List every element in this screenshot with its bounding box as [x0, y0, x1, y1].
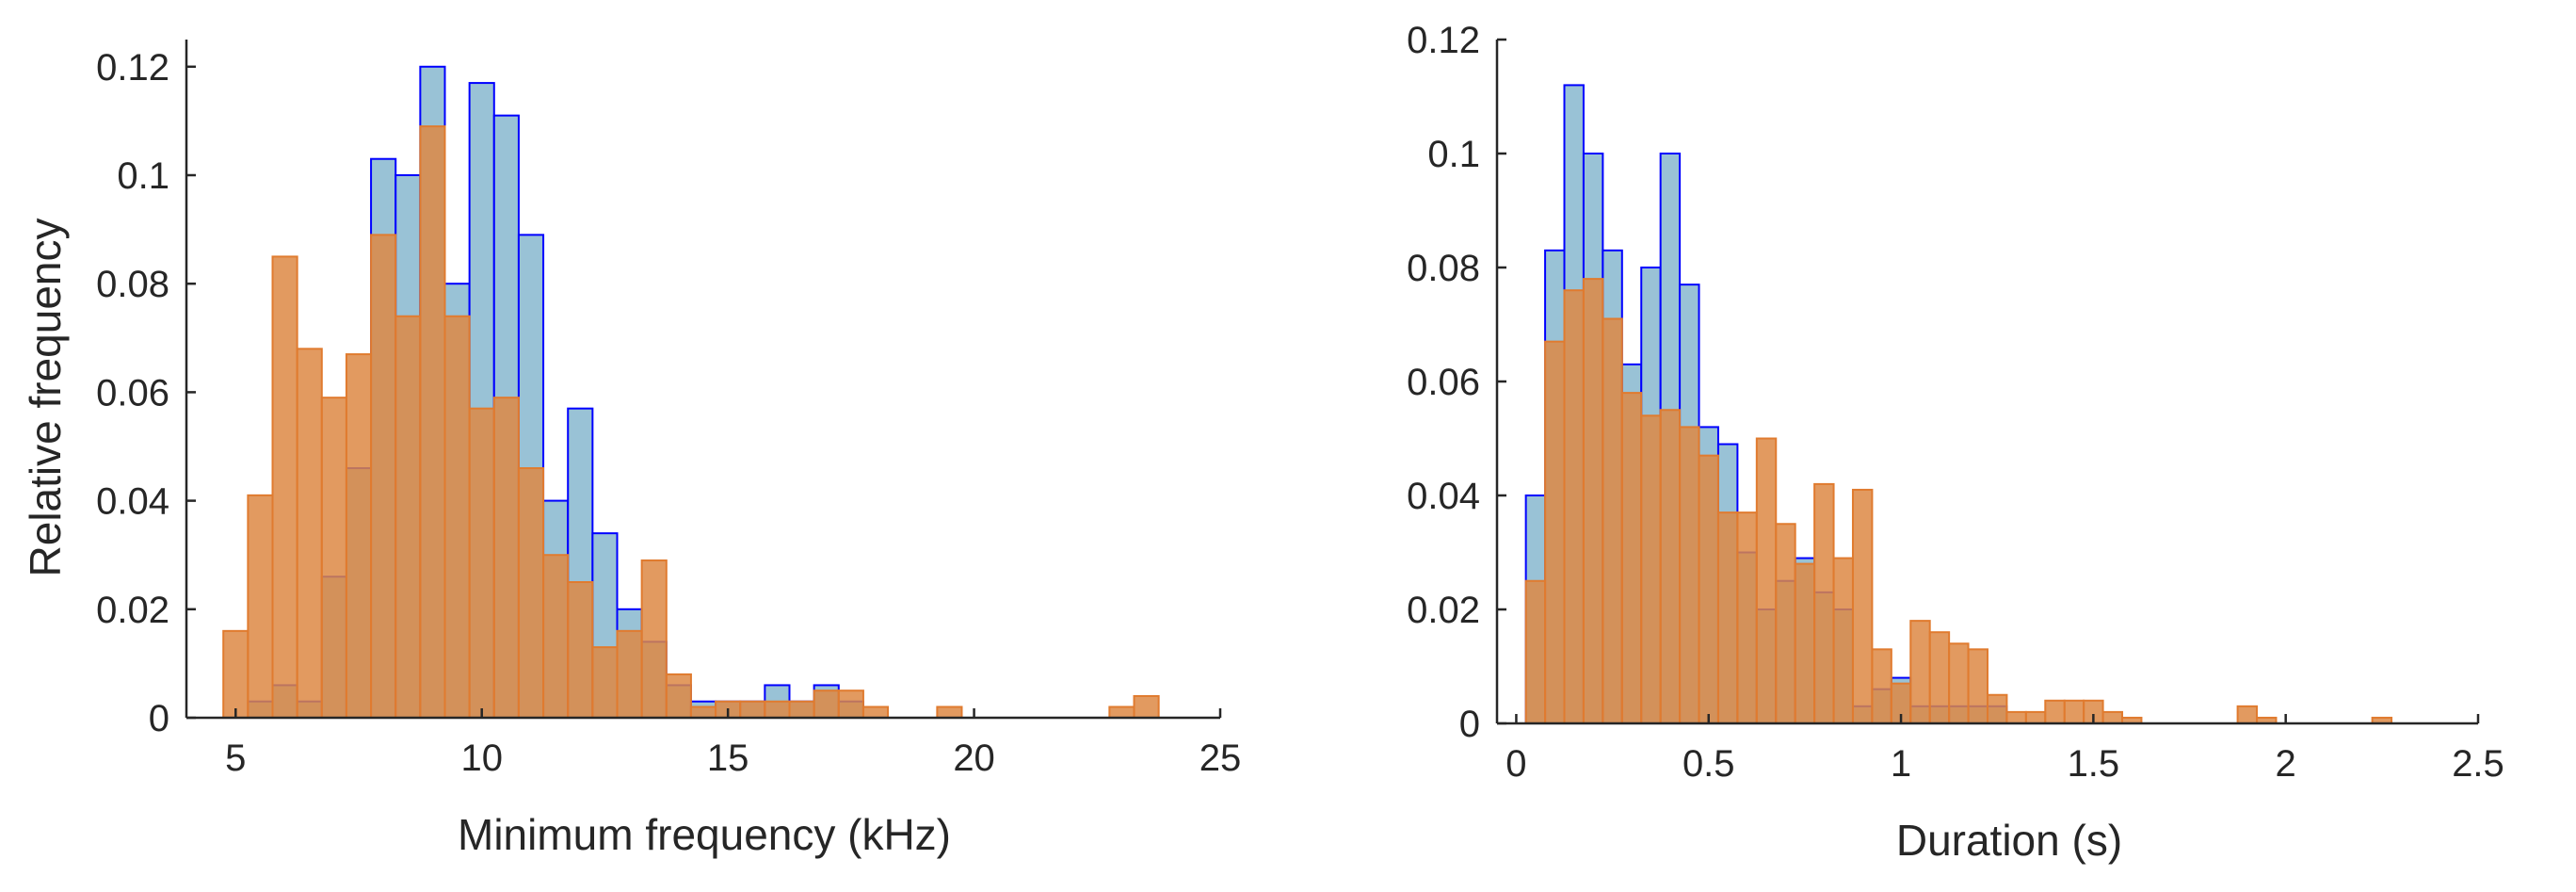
bar-series-2-28	[2063, 699, 2085, 724]
bar-series-2-9	[443, 315, 471, 719]
bar-series-2-28	[1108, 705, 1135, 719]
x-tick-label: 2	[2276, 743, 2296, 785]
x-tick-label: 1	[1891, 743, 1911, 785]
y-tick-label: 0.04	[96, 481, 169, 523]
bar-series-2-8	[419, 125, 446, 720]
bar-series-2-14	[567, 581, 594, 719]
y-tick-label: 0.08	[96, 264, 169, 305]
bar-series-2-12	[1755, 437, 1778, 724]
bar-series-2-5	[345, 353, 373, 719]
y-tick-label: 0.12	[1407, 20, 1480, 61]
axes: 0 0.02 0.04 0.06 0.08 0.1 0.12 0 0.5 1 1.5 2 2.5	[1407, 20, 2504, 785]
bar-series-2-3	[1582, 278, 1604, 724]
bar-series-2-18	[665, 673, 692, 719]
bar-series-2-2	[271, 255, 298, 719]
series-2-bars	[222, 125, 1160, 720]
bar-series-2-1	[1544, 340, 1566, 724]
bar-series-2-30	[2101, 710, 2124, 725]
bar-series-2-10	[1716, 511, 1739, 725]
bar-series-2-4	[1602, 317, 1623, 724]
bar-series-2-16	[616, 629, 643, 720]
bar-series-2-18	[1871, 648, 1892, 724]
y-tick-label: 0.02	[1407, 590, 1480, 631]
bar-series-2-15	[591, 646, 619, 719]
bar-series-2-4	[320, 397, 347, 719]
bar-series-2-26	[2024, 710, 2047, 725]
bar-series-2-24	[1987, 693, 2008, 724]
bar-series-2-20	[1909, 620, 1931, 724]
y-tick-label: 0.06	[1407, 362, 1480, 403]
y-tick-label: 0.12	[96, 47, 169, 89]
series-2-bars	[1524, 278, 2393, 725]
bar-series-2-27	[2044, 699, 2066, 724]
y-tick-label: 0	[149, 698, 169, 739]
bar-series-2-6	[1640, 414, 1662, 724]
bar-series-2-0	[1524, 579, 1547, 724]
x-tick-label: 0.5	[1682, 743, 1735, 785]
bar-series-2-1	[247, 494, 274, 720]
x-tick-label: 15	[707, 738, 749, 779]
bar-series-2-15	[1813, 482, 1835, 725]
bar-series-2-11	[492, 397, 520, 719]
bar-series-2-27	[936, 705, 963, 719]
bar-series-2-9	[1698, 454, 1719, 724]
axes: 0 0.02 0.04 0.06 0.08 0.1 0.12 5 10 15 20 25	[96, 40, 1241, 779]
bar-series-2-17	[640, 559, 668, 720]
y-tick-label: 0.02	[96, 590, 169, 631]
bar-series-2-3	[296, 348, 323, 719]
bar-series-2-5	[1620, 392, 1643, 724]
x-tick-label: 0	[1505, 743, 1526, 785]
bar-series-2-23	[1967, 648, 1988, 724]
y-tick-label: 0	[1459, 704, 1480, 745]
bar-series-2-24	[813, 689, 840, 720]
chart-duration: 0 0.02 0.04 0.06 0.08 0.1 0.12 0 0.5 1 1.5 2 2.5 Dur…	[1407, 20, 2504, 865]
y-tick-label: 0.06	[96, 372, 169, 414]
bar-series-2-22	[764, 700, 791, 719]
bar-series-2-21	[739, 700, 766, 719]
y-tick-label: 0.08	[1407, 248, 1480, 289]
bar-series-2-22	[1948, 642, 1970, 724]
y-tick-label: 0.1	[117, 155, 169, 197]
x-tick-label: 5	[225, 738, 246, 779]
bar-series-2-21	[1928, 631, 1951, 725]
bar-series-2-26	[861, 705, 890, 719]
y-tick-label: 0.1	[1427, 134, 1480, 175]
x-tick-label: 2.5	[2452, 743, 2504, 785]
bar-series-2-13	[542, 554, 570, 720]
bar-series-2-25	[837, 689, 864, 720]
bar-series-2-29	[1133, 694, 1160, 720]
bar-series-2-10	[468, 407, 495, 719]
y-axis-label: Relative frequency	[21, 219, 70, 577]
bar-series-2-14	[1794, 562, 1816, 724]
bar-series-2-19	[689, 705, 717, 719]
chart-minimum-frequency: 0 0.02 0.04 0.06 0.08 0.1 0.12 5 10 15 20 25 Minimu…	[21, 40, 1241, 859]
bar-series-2-16	[1832, 557, 1854, 724]
bar-series-2-8	[1679, 426, 1700, 724]
bar-series-2-12	[517, 467, 545, 719]
bar-series-2-17	[1851, 488, 1874, 725]
x-tick-label: 1.5	[2068, 743, 2120, 785]
bar-series-2-0	[222, 629, 250, 720]
x-tick-label: 25	[1199, 738, 1242, 779]
bar-series-2-25	[2005, 710, 2027, 725]
x-tick-label: 20	[953, 738, 995, 779]
bar-series-2-13	[1775, 523, 1796, 724]
bar-series-2-23	[788, 700, 815, 719]
bar-series-2-7	[394, 315, 422, 719]
x-axis-label: Duration (s)	[1896, 816, 2122, 865]
x-tick-label: 10	[460, 738, 503, 779]
bar-series-2-32	[2236, 705, 2259, 724]
bar-series-2-11	[1736, 511, 1758, 725]
bar-series-2-2	[1563, 289, 1585, 724]
bar-series-2-7	[1659, 409, 1682, 724]
y-tick-label: 0.04	[1407, 476, 1480, 517]
bar-series-2-6	[370, 234, 397, 720]
x-axis-label: Minimum frequency (kHz)	[458, 810, 951, 859]
